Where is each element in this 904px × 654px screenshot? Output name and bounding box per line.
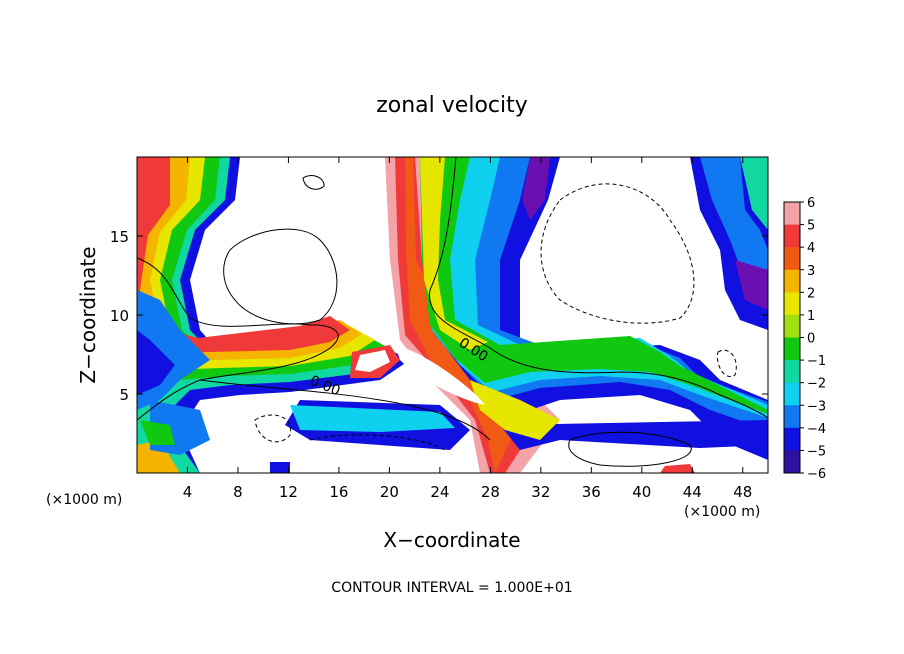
colorbar-swatch	[784, 360, 800, 384]
x-tick-label: 12	[279, 483, 298, 501]
x-tick-label: 8	[233, 483, 243, 501]
y-tick-label: 15	[110, 228, 129, 246]
colorbar-swatch	[784, 202, 800, 226]
contour-left-cell	[223, 228, 338, 325]
contour-small-right	[716, 349, 737, 378]
colorbar-label: 4	[807, 241, 815, 256]
colorbar-swatch	[784, 382, 800, 406]
heat-region-top-purple	[522, 157, 550, 220]
contour-lower-right-cell	[568, 431, 692, 467]
contour-small-top	[302, 175, 325, 190]
heat-region-left-cold	[137, 157, 410, 473]
colorbar-swatch	[784, 269, 800, 293]
colorbar-swatch	[784, 292, 800, 316]
colorbar-label: 0	[807, 332, 815, 347]
colorbar	[784, 202, 800, 474]
x-tick-label: 36	[582, 483, 601, 501]
heat-region-diagonal-hole	[395, 345, 485, 405]
colorbar-swatch	[784, 314, 800, 338]
contour-zero-right	[429, 157, 768, 419]
colorbar-label: −1	[807, 354, 826, 369]
x-tick-label: 24	[430, 483, 449, 501]
x-tick-label: 48	[733, 483, 752, 501]
colorbar-label: −4	[807, 422, 826, 437]
colorbar-swatch	[784, 450, 800, 474]
colorbar-swatch	[784, 224, 800, 248]
x-axis-ticks: 4 8 12 16 20 24 28 32 36 40 44 48	[183, 157, 752, 501]
y-tick-label: 10	[110, 307, 129, 325]
contour-right-cell	[540, 183, 695, 324]
y-unit-label: (×1000 m)	[46, 492, 122, 508]
heat-region-center-yellow	[470, 380, 560, 440]
heat-region-bottom-blue	[270, 462, 290, 473]
colorbar-label: 2	[807, 286, 815, 301]
contour-zero-left	[137, 257, 339, 421]
plot-area	[137, 157, 768, 473]
x-tick-label: 16	[329, 483, 348, 501]
x-tick-label: 40	[632, 483, 651, 501]
colorbar-labels: 6 5 4 3 2 1 0 −1 −2 −3 −4 −5 −6	[800, 196, 826, 482]
colorbar-label: 5	[807, 219, 815, 234]
heat-region-bottom-left-orange	[137, 440, 180, 473]
x-tick-label: 28	[481, 483, 500, 501]
heat-region-left-darkblue	[137, 330, 175, 395]
y-tick-label: 5	[119, 386, 129, 404]
heat-region-lower-cyan	[290, 405, 455, 432]
heat-region-lower-right-blue	[500, 420, 768, 450]
colorbar-label: −6	[807, 467, 826, 482]
x-tick-label: 20	[380, 483, 399, 501]
heat-region-right-yellow	[420, 157, 488, 350]
heat-region-right-purple	[735, 260, 768, 310]
y-axis-ticks: 5 10 15	[110, 228, 768, 404]
colorbar-label: −3	[807, 399, 826, 414]
heat-region-right-green	[420, 157, 768, 414]
heat-region-topright-cyan	[700, 157, 768, 300]
heatmap-field	[137, 157, 768, 473]
heat-region-bottom-red	[660, 464, 695, 473]
colorbar-label: −2	[807, 377, 826, 392]
colorbar-label: 6	[807, 196, 815, 211]
colorbar-label: −5	[807, 444, 826, 459]
colorbar-swatch	[784, 427, 800, 451]
colorbar-label: 3	[807, 264, 815, 279]
colorbar-swatch	[784, 247, 800, 271]
x-axis-label: X−coordinate	[383, 528, 520, 552]
contour-lines	[137, 157, 768, 467]
y-axis-label: Z−coordinate	[76, 246, 100, 383]
x-tick-label: 44	[683, 483, 702, 501]
x-unit-label: (×1000 m)	[684, 504, 760, 520]
contour-lower-dashed	[309, 434, 446, 451]
heat-region-lower-left-green	[140, 420, 175, 445]
contour-interval-note: CONTOUR INTERVAL = 1.000E+01	[331, 580, 572, 596]
x-tick-label: 4	[183, 483, 193, 501]
colorbar-swatch	[784, 405, 800, 429]
contour-zero-lower	[199, 379, 491, 441]
chart-title: zonal velocity	[376, 93, 528, 118]
x-tick-label: 32	[531, 483, 550, 501]
heat-region-topright-green	[740, 157, 768, 230]
heat-region-center-left-hole	[355, 350, 390, 372]
colorbar-swatch	[784, 337, 800, 361]
contour-lower-left-cell	[254, 414, 292, 443]
colorbar-label: 1	[807, 309, 815, 324]
